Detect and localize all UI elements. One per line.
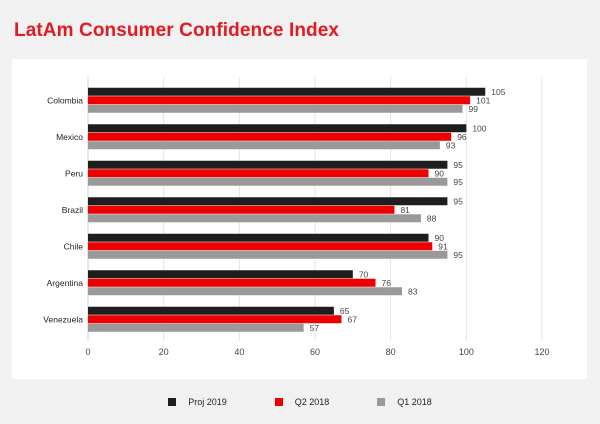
data-label-proj-2019-mexico: 100	[472, 124, 486, 134]
bar-q2-2018-chile	[88, 242, 433, 251]
bar-q2-2018-colombia	[88, 96, 471, 105]
legend-label-q2-2018: Q2 2018	[294, 397, 330, 407]
bar-proj-2019-peru	[88, 160, 448, 169]
legend-label-proj-2019: Proj 2019	[188, 397, 227, 407]
bar-proj-2019-venezuela	[88, 306, 334, 315]
data-label-q1-2018-brazil: 88	[427, 214, 437, 224]
y-tick-label-colombia: Colombia	[47, 96, 83, 106]
x-tick-label-0: 0	[85, 347, 90, 357]
bar-q2-2018-venezuela	[88, 315, 342, 324]
data-label-q2-2018-colombia: 101	[476, 96, 490, 106]
data-label-q1-2018-colombia: 99	[469, 104, 479, 114]
x-tick-label-40: 40	[234, 347, 244, 357]
bar-q1-2018-argentina	[88, 287, 403, 296]
data-label-q2-2018-argentina: 76	[382, 278, 392, 288]
bar-q2-2018-mexico	[88, 132, 452, 141]
x-tick-label-120: 120	[534, 347, 549, 357]
x-tick-label-60: 60	[310, 347, 320, 357]
data-label-proj-2019-brazil: 95	[453, 197, 463, 207]
legend-item-proj-2019: Proj 2019	[168, 397, 227, 407]
chart-title: LatAm Consumer Confidence Index	[14, 20, 340, 41]
bar-q1-2018-chile	[88, 250, 448, 259]
bar-q1-2018-peru	[88, 177, 448, 186]
bar-q2-2018-argentina	[88, 278, 376, 287]
data-label-q2-2018-venezuela: 67	[347, 315, 357, 325]
data-label-q1-2018-peru: 95	[453, 177, 463, 187]
bar-proj-2019-argentina	[88, 270, 353, 279]
y-tick-label-mexico: Mexico	[56, 132, 83, 142]
data-label-proj-2019-peru: 95	[453, 160, 463, 170]
data-label-proj-2019-chile: 90	[435, 233, 445, 243]
legend-swatch-proj-2019	[168, 398, 177, 406]
legend-swatch-q2-2018	[274, 398, 283, 406]
data-label-q1-2018-venezuela: 57	[310, 323, 320, 333]
y-tick-label-venezuela: Venezuela	[43, 315, 83, 325]
data-label-q2-2018-mexico: 96	[457, 132, 467, 142]
legend-item-q1-2018: Q1 2018	[377, 397, 432, 407]
bar-q2-2018-peru	[88, 169, 429, 178]
bar-proj-2019-mexico	[88, 124, 467, 133]
bar-q2-2018-brazil	[88, 205, 395, 214]
y-tick-label-chile: Chile	[64, 242, 84, 252]
data-label-q1-2018-mexico: 93	[446, 141, 456, 151]
bar-proj-2019-colombia	[88, 87, 486, 96]
legend-swatch-q1-2018	[377, 398, 386, 406]
bar-q1-2018-colombia	[88, 104, 463, 113]
bar-proj-2019-chile	[88, 233, 429, 242]
data-label-q2-2018-chile: 91	[438, 242, 448, 252]
chart-legend: Proj 2019 Q2 2018 Q1 2018	[0, 392, 600, 412]
data-label-proj-2019-argentina: 70	[359, 270, 369, 280]
data-label-q2-2018-peru: 90	[435, 169, 445, 179]
data-label-q1-2018-chile: 95	[453, 250, 463, 260]
y-tick-label-brazil: Brazil	[62, 205, 83, 215]
x-tick-label-100: 100	[459, 347, 474, 357]
data-label-q2-2018-brazil: 81	[400, 205, 410, 215]
x-tick-label-20: 20	[159, 347, 169, 357]
data-label-proj-2019-colombia: 105	[491, 87, 505, 97]
legend-item-q2-2018: Q2 2018	[274, 397, 330, 407]
bar-q1-2018-mexico	[88, 141, 440, 150]
bar-q1-2018-brazil	[88, 214, 421, 223]
chart-panel: 0 20 40 60 80 100 120 Colombia 105 101 99 Mexico 100…	[12, 59, 587, 379]
y-tick-label-peru: Peru	[65, 169, 83, 179]
legend-label-q1-2018: Q1 2018	[397, 397, 432, 407]
data-label-q1-2018-argentina: 83	[408, 287, 418, 297]
y-tick-label-argentina: Argentina	[47, 278, 84, 288]
data-label-proj-2019-venezuela: 65	[340, 306, 350, 316]
bar-q1-2018-venezuela	[88, 323, 304, 332]
bar-proj-2019-brazil	[88, 197, 448, 206]
x-tick-label-80: 80	[386, 347, 396, 357]
